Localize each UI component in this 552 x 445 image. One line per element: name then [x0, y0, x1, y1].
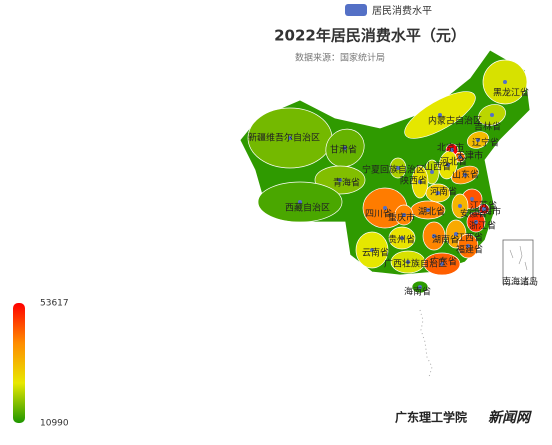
visual-map-min: 10990 — [40, 419, 69, 429]
province-point — [288, 136, 292, 140]
province-point — [298, 200, 302, 204]
legend-label[interactable]: 居民消费水平 — [372, 4, 432, 17]
province-label: 上海市 — [474, 206, 501, 218]
province-point — [383, 206, 387, 210]
province-point — [430, 170, 434, 174]
province-label: 天津市 — [456, 150, 483, 162]
islands — [419, 309, 433, 378]
province-label: 辽宁省 — [472, 137, 499, 149]
province-point — [418, 180, 422, 184]
province-label: 甘肃省 — [330, 144, 357, 156]
province-point — [440, 262, 444, 266]
province-point — [402, 213, 406, 217]
province-point — [470, 197, 474, 201]
province-label: 贵州省 — [388, 234, 415, 246]
province-label: 广东省 — [430, 256, 457, 268]
province-label: 黑龙江省 — [493, 87, 529, 99]
province-label: 海南省 — [404, 286, 431, 298]
province-point — [450, 148, 454, 152]
province-label: 青海省 — [333, 177, 360, 189]
province-label: 云南省 — [362, 247, 389, 259]
province-point — [406, 260, 410, 264]
province-point — [400, 236, 404, 240]
title: 2022年居民消费水平（元） — [274, 27, 466, 45]
province-label: 湖南省 — [432, 234, 459, 246]
province-point — [463, 173, 467, 177]
province-label: 山西省 — [424, 161, 451, 173]
province-label: 西藏自治区 — [285, 202, 330, 214]
province-point — [370, 248, 374, 252]
province-label: 四川省 — [365, 208, 392, 220]
province-point — [476, 138, 480, 142]
province-label: 内蒙古自治区 — [428, 115, 482, 127]
province-point — [418, 285, 422, 289]
province-label: 浙江省 — [469, 220, 496, 232]
province-point — [482, 207, 486, 211]
province-point — [338, 178, 342, 182]
province-label: 河南省 — [430, 186, 457, 198]
province-point — [466, 244, 470, 248]
province-label: 江苏省 — [470, 200, 497, 212]
province-point — [446, 163, 450, 167]
province-point — [438, 113, 442, 117]
province-label: 安徽省 — [460, 208, 487, 220]
province-label: 江西省 — [456, 232, 483, 244]
province-label: 重庆市 — [388, 212, 415, 224]
province-point — [343, 146, 347, 150]
province-label: 广西壮族自治区 — [384, 258, 447, 270]
visual-map-max: 53617 — [40, 299, 69, 309]
inset-label: 南海诸岛 — [502, 276, 538, 288]
province-label: 吉林省 — [474, 121, 501, 133]
province-point — [474, 220, 478, 224]
province-point — [490, 113, 494, 117]
subtitle: 数据来源：国家统计局 — [295, 52, 385, 64]
province-point — [503, 80, 507, 84]
watermark-news: 新闻网 — [488, 409, 532, 426]
province-label: 湖北省 — [418, 206, 445, 218]
province-label: 福建省 — [456, 244, 483, 256]
province-point — [454, 232, 458, 236]
province-label: 山东省 — [452, 169, 479, 181]
province-label: 河北省 — [440, 156, 467, 168]
province-point — [432, 234, 436, 238]
legend-swatch[interactable] — [345, 4, 367, 16]
province-point — [396, 166, 400, 170]
province-label: 陕西省 — [400, 175, 427, 187]
province-point — [426, 208, 430, 212]
province-point — [458, 204, 462, 208]
visual-map-bar[interactable] — [13, 303, 25, 423]
watermark-school: 广东理工学院 — [395, 410, 467, 425]
province-label: 新疆维吾尔自治区 — [248, 132, 320, 144]
province-point — [458, 155, 462, 159]
province-label: 宁夏回族自治区 — [362, 164, 425, 176]
province-label: 北京市 — [437, 142, 464, 154]
inset-islands — [509, 245, 528, 271]
inset-box — [502, 239, 534, 285]
province-point — [436, 191, 440, 195]
